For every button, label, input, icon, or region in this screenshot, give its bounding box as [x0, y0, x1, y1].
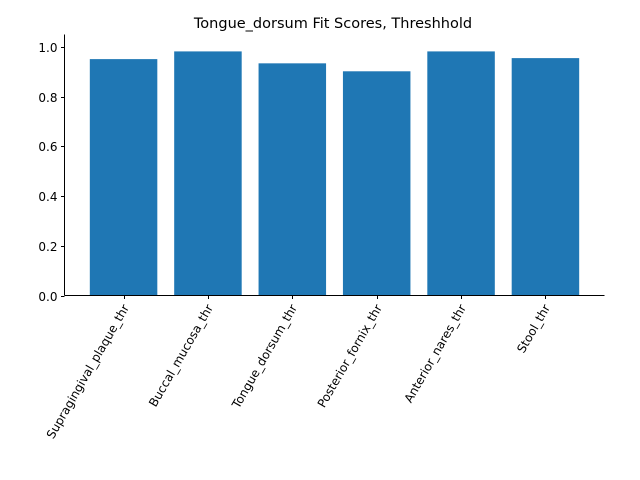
y-tick-label: 0.4 [38, 190, 57, 204]
x-tick-label: Buccal_mucosa_thr [146, 302, 216, 409]
x-tick-label: Tongue_dorsum_thr [229, 302, 300, 412]
bar-5 [511, 58, 580, 296]
y-tick-label: 1.0 [38, 41, 57, 55]
x-tick-label: Supragingival_plaque_thr [44, 302, 132, 441]
x-tick-label: Anterior_nares_thr [401, 302, 469, 405]
x-tick-label: Posterior_fornix_thr [315, 302, 385, 410]
bar-1 [174, 51, 242, 296]
bar-0 [89, 59, 158, 296]
x-tick-label: Stool_thr [514, 302, 553, 355]
bar-3 [342, 71, 411, 296]
y-tick-label: 0.6 [38, 140, 57, 154]
bars-group [89, 51, 580, 296]
x-axis: Supragingival_plaque_thr Buccal_mucosa_th… [44, 295, 553, 441]
y-tick-label: 0.8 [38, 91, 57, 105]
chart-title: Tongue_dorsum Fit Scores, Threshhold [193, 16, 472, 32]
bar-2 [258, 63, 327, 296]
y-tick-label: 0.2 [38, 240, 57, 254]
y-axis: 0.0 0.2 0.4 0.6 0.8 1.0 [38, 41, 65, 304]
y-tick-label: 0.0 [38, 290, 57, 304]
bar-4 [427, 51, 495, 296]
